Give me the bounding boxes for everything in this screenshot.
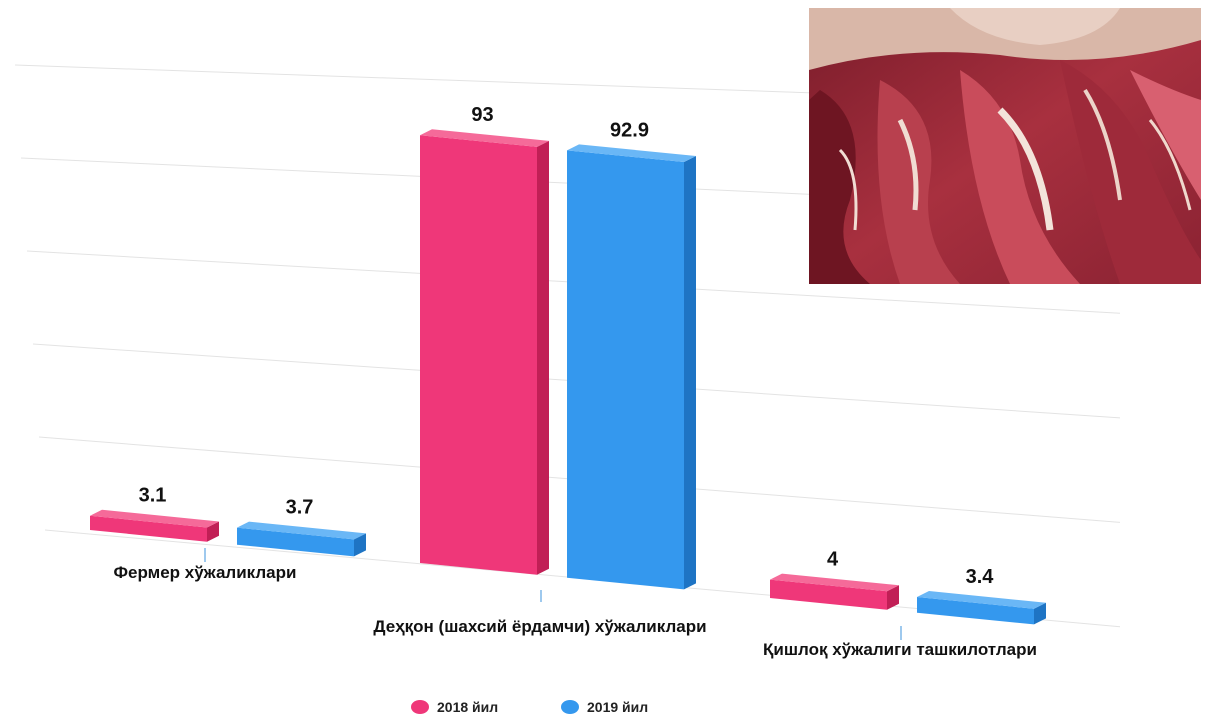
value-label: 3.4 (966, 566, 995, 588)
bar-2018-2 (770, 573, 899, 610)
legend-label: 2018 йил (437, 699, 498, 715)
value-label: 93 (471, 104, 493, 126)
bars (90, 129, 1046, 625)
category-label: Деҳқон (шахсий ёрдамчи) хўжаликлари (373, 617, 706, 636)
value-label: 92.9 (610, 119, 649, 141)
category-labels: Фермер хўжаликлари Деҳқон (шахсий ёрдамчи… (114, 548, 1037, 659)
bar-2019-1 (567, 144, 696, 590)
bar-2019-2 (917, 591, 1046, 625)
value-labels: 3.1 3.7 93 92.9 4 3.4 (139, 104, 995, 588)
legend: 2018 йил 2019 йил (411, 699, 648, 715)
bar-2018-1 (420, 129, 549, 575)
bar-2019-0 (237, 521, 366, 557)
category-label: Фермер хўжаликлари (114, 563, 297, 582)
value-label: 4 (827, 549, 839, 571)
legend-swatch (411, 700, 429, 714)
category-label: Қишлоқ хўжалиги ташкилотлари (763, 640, 1037, 659)
bar-2018-0 (90, 509, 219, 542)
value-label: 3.1 (139, 485, 167, 507)
meat-photo (809, 8, 1201, 284)
legend-label: 2019 йил (587, 699, 648, 715)
value-label: 3.7 (286, 497, 314, 519)
legend-swatch (561, 700, 579, 714)
